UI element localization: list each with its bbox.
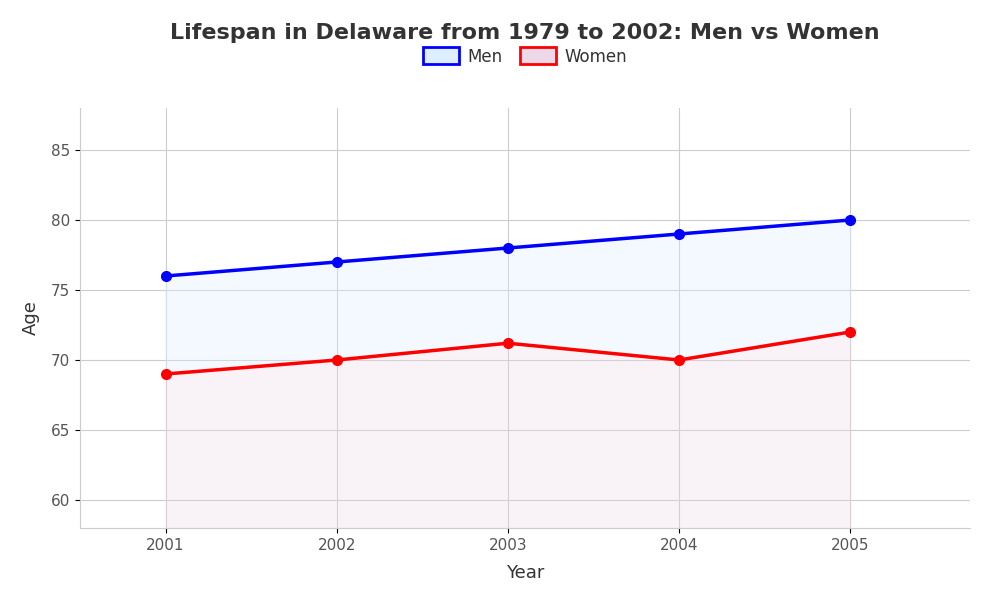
Y-axis label: Age: Age [22, 301, 40, 335]
X-axis label: Year: Year [506, 564, 544, 582]
Legend: Men, Women: Men, Women [416, 41, 634, 72]
Title: Lifespan in Delaware from 1979 to 2002: Men vs Women: Lifespan in Delaware from 1979 to 2002: … [170, 23, 880, 43]
